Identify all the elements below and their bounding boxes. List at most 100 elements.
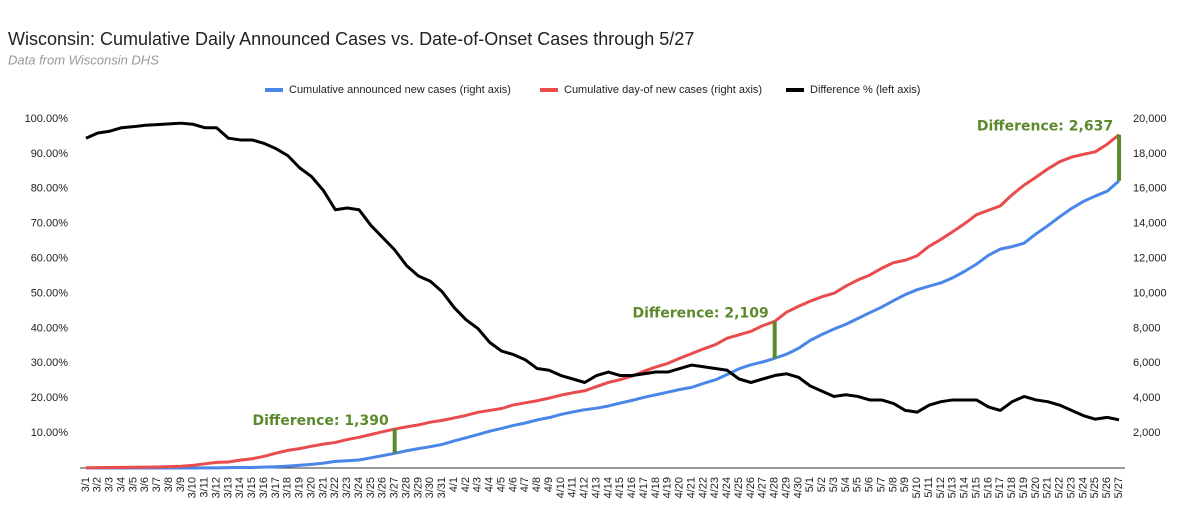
x-tick-label: 4/22 bbox=[697, 477, 709, 498]
annotation: Difference: 2,109 bbox=[633, 305, 769, 321]
x-tick-label: 3/21 bbox=[317, 477, 329, 498]
x-tick-label: 3/31 bbox=[436, 477, 448, 498]
x-tick-label: 4/12 bbox=[579, 477, 591, 498]
x-tick-label: 5/19 bbox=[1018, 477, 1030, 498]
legend-label: Cumulative announced new cases (right ax… bbox=[289, 84, 511, 96]
x-tick-label: 5/27 bbox=[1113, 477, 1125, 498]
x-tick-label: 4/15 bbox=[614, 477, 626, 498]
x-tick-label: 3/27 bbox=[389, 477, 401, 498]
x-tick-label: 3/15 bbox=[246, 477, 258, 498]
x-tick-label: 4/25 bbox=[733, 477, 745, 498]
annotation: Difference: 1,390 bbox=[253, 413, 389, 429]
x-tick-label: 3/11 bbox=[199, 477, 211, 498]
chart-title: Wisconsin: Cumulative Daily Announced Ca… bbox=[8, 29, 694, 49]
x-tick-label: 3/25 bbox=[365, 477, 377, 498]
x-tick-label: 4/23 bbox=[709, 477, 721, 498]
x-tick-label: 3/12 bbox=[210, 477, 222, 498]
x-tick-label: 4/20 bbox=[674, 477, 686, 498]
x-tick-label: 3/10 bbox=[187, 477, 199, 498]
x-tick-label: 3/17 bbox=[270, 477, 282, 498]
chart-subtitle: Data from Wisconsin DHS bbox=[8, 52, 159, 67]
y-tick-label: 70.00% bbox=[31, 218, 69, 230]
y2-tick-label: 16,000 bbox=[1133, 183, 1167, 195]
y2-tick-label: 6,000 bbox=[1133, 357, 1161, 369]
annotation: Difference: 2,637 bbox=[977, 119, 1113, 135]
x-tick-label: 4/7 bbox=[519, 477, 531, 492]
x-tick-label: 4/19 bbox=[662, 477, 674, 498]
x-tick-label: 4/14 bbox=[602, 477, 614, 498]
x-tick-label: 5/17 bbox=[994, 477, 1006, 498]
y2-tick-label: 20,000 bbox=[1133, 113, 1167, 125]
x-tick-label: 4/18 bbox=[650, 477, 662, 498]
x-tick-label: 5/24 bbox=[1077, 477, 1089, 498]
x-tick-label: 3/4 bbox=[115, 477, 127, 492]
x-tick-label: 4/9 bbox=[543, 477, 555, 492]
x-tick-label: 5/25 bbox=[1089, 477, 1101, 498]
x-tick-label: 4/3 bbox=[472, 477, 484, 492]
x-tick-label: 5/15 bbox=[970, 477, 982, 498]
y-tick-label: 50.00% bbox=[31, 287, 69, 299]
y-tick-label: 10.00% bbox=[31, 427, 69, 439]
x-tick-label: 3/3 bbox=[104, 477, 116, 492]
x-tick-label: 3/8 bbox=[163, 477, 175, 492]
y-tick-label: 100.00% bbox=[25, 113, 69, 125]
x-tick-label: 3/18 bbox=[282, 477, 294, 498]
legend-label: Difference % (left axis) bbox=[810, 84, 920, 96]
x-tick-label: 4/26 bbox=[745, 477, 757, 498]
x-tick-label: 4/29 bbox=[780, 477, 792, 498]
x-tick-label: 5/16 bbox=[982, 477, 994, 498]
x-tick-label: 5/4 bbox=[840, 477, 852, 492]
x-tick-label: 5/12 bbox=[935, 477, 947, 498]
x-tick-label: 5/11 bbox=[923, 477, 935, 498]
x-tick-label: 5/2 bbox=[816, 477, 828, 492]
x-tick-label: 3/22 bbox=[329, 477, 341, 498]
x-tick-label: 4/10 bbox=[555, 477, 567, 498]
x-tick-label: 3/16 bbox=[258, 477, 270, 498]
x-tick-label: 4/17 bbox=[638, 477, 650, 498]
series-line bbox=[85, 179, 1121, 470]
x-tick-label: 3/30 bbox=[424, 477, 436, 498]
y-tick-label: 30.00% bbox=[31, 357, 69, 369]
y-tick-label: 90.00% bbox=[31, 148, 69, 160]
x-tick-label: 3/5 bbox=[127, 477, 139, 492]
x-tick-label: 5/6 bbox=[864, 477, 876, 492]
y-tick-label: 20.00% bbox=[31, 392, 69, 404]
x-tick-label: 5/21 bbox=[1042, 477, 1054, 498]
y-tick-label: 60.00% bbox=[31, 253, 69, 265]
x-tick-label: 5/8 bbox=[887, 477, 899, 492]
x-tick-label: 4/8 bbox=[531, 477, 543, 492]
x-tick-label: 3/23 bbox=[341, 477, 353, 498]
x-tick-label: 3/19 bbox=[294, 477, 306, 498]
x-tick-label: 4/6 bbox=[507, 477, 519, 492]
y2-tick-label: 12,000 bbox=[1133, 253, 1167, 265]
x-tick-label: 5/3 bbox=[828, 477, 840, 492]
x-tick-label: 3/29 bbox=[412, 477, 424, 498]
x-tick-label: 3/24 bbox=[353, 477, 365, 498]
y2-tick-label: 8,000 bbox=[1133, 322, 1161, 334]
x-tick-label: 3/13 bbox=[222, 477, 234, 498]
x-tick-label: 3/6 bbox=[139, 477, 151, 492]
x-tick-label: 5/20 bbox=[1030, 477, 1042, 498]
y2-tick-label: 4,000 bbox=[1133, 392, 1161, 404]
y-tick-label: 40.00% bbox=[31, 322, 69, 334]
x-tick-label: 4/28 bbox=[769, 477, 781, 498]
y2-tick-label: 18,000 bbox=[1133, 148, 1167, 160]
legend-label: Cumulative day-of new cases (right axis) bbox=[564, 84, 762, 96]
y-tick-label: 80.00% bbox=[31, 183, 69, 195]
y2-tick-label: 14,000 bbox=[1133, 218, 1167, 230]
x-tick-label: 4/11 bbox=[567, 477, 579, 498]
x-tick-label: 5/26 bbox=[1101, 477, 1113, 498]
x-tick-label: 5/13 bbox=[947, 477, 959, 498]
x-tick-label: 3/2 bbox=[92, 477, 104, 492]
x-tick-label: 3/28 bbox=[400, 477, 412, 498]
x-tick-label: 5/10 bbox=[911, 477, 923, 498]
x-tick-label: 3/9 bbox=[175, 477, 187, 492]
x-tick-label: 5/7 bbox=[875, 477, 887, 492]
x-tick-label: 3/7 bbox=[151, 477, 163, 492]
x-tick-label: 4/2 bbox=[460, 477, 472, 492]
x-tick-label: 4/24 bbox=[721, 477, 733, 498]
x-tick-label: 5/5 bbox=[852, 477, 864, 492]
x-tick-label: 3/14 bbox=[234, 477, 246, 498]
x-tick-label: 4/16 bbox=[626, 477, 638, 498]
